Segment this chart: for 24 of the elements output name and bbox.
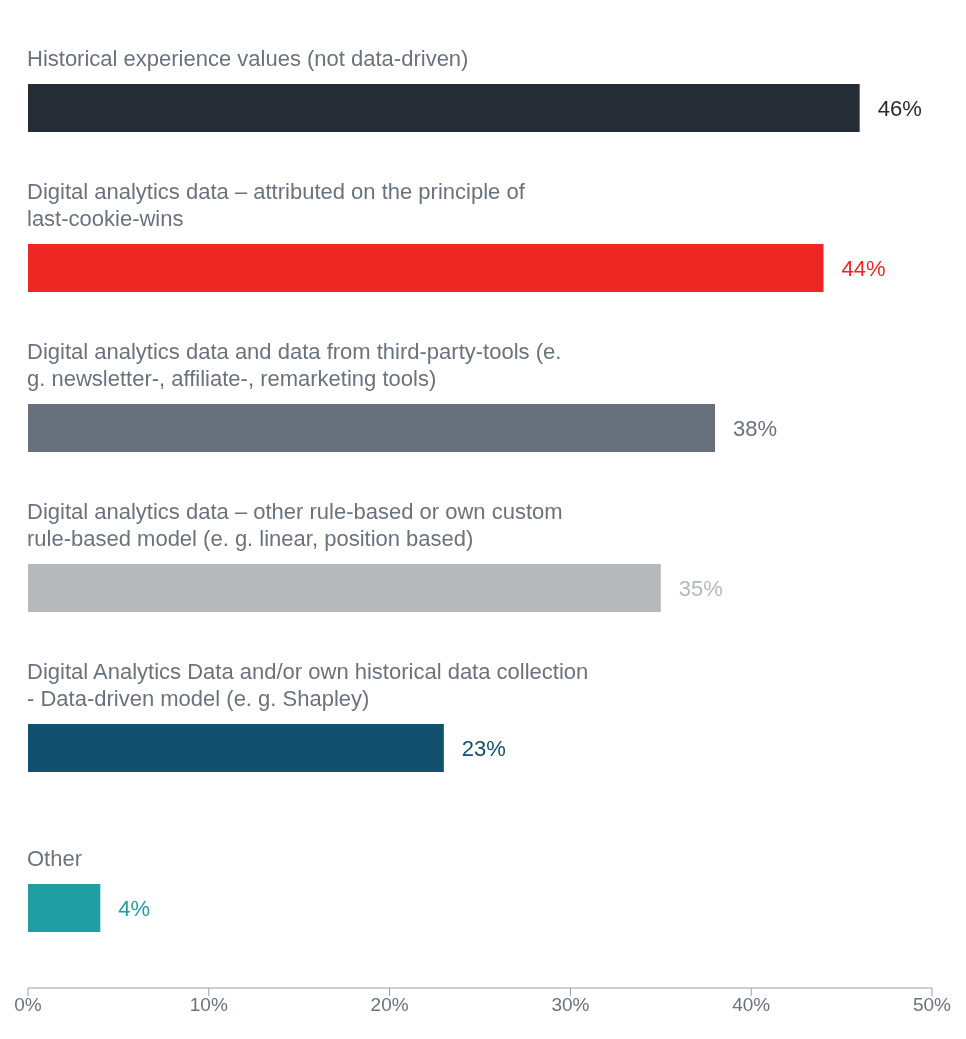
bar xyxy=(28,564,661,612)
x-tick-label: 50% xyxy=(912,994,952,1016)
bar xyxy=(28,84,860,132)
y-tick-label: Other xyxy=(27,846,83,871)
data-label: 35% xyxy=(678,576,723,601)
x-tick-label: 10% xyxy=(189,994,228,1016)
bar xyxy=(28,244,824,292)
bar xyxy=(28,404,716,452)
bar xyxy=(28,884,101,932)
x-tick-label: 30% xyxy=(551,994,590,1016)
data-label: 44% xyxy=(841,256,886,281)
y-tick-label: Digital analytics data – attributed on the principle of last-cookie-wins xyxy=(27,179,526,231)
y-tick-label: Digital analytics data – other rule-based or own custom rule-based model (e. g. linear, position based) xyxy=(27,499,563,551)
x-tick-label: 20% xyxy=(370,994,409,1016)
data-label: 4% xyxy=(118,896,151,921)
x-tick-label: 0% xyxy=(14,994,42,1016)
y-tick-label: Digital Analytics Data and/or own historical data collection - Data-driven model (e. g. Shapley) xyxy=(27,659,589,711)
data-label: 23% xyxy=(461,736,506,761)
y-tick-label: Historical experience values (not data-driven) xyxy=(27,46,469,71)
data-label: 38% xyxy=(733,416,778,441)
y-tick-label: Digital analytics data and data from third-party-tools (e. g. newsletter-, affiliate-, remarketing tools) xyxy=(27,339,562,391)
x-tick-label: 40% xyxy=(732,994,771,1016)
bar xyxy=(28,724,444,772)
data-label: 46% xyxy=(877,96,922,121)
